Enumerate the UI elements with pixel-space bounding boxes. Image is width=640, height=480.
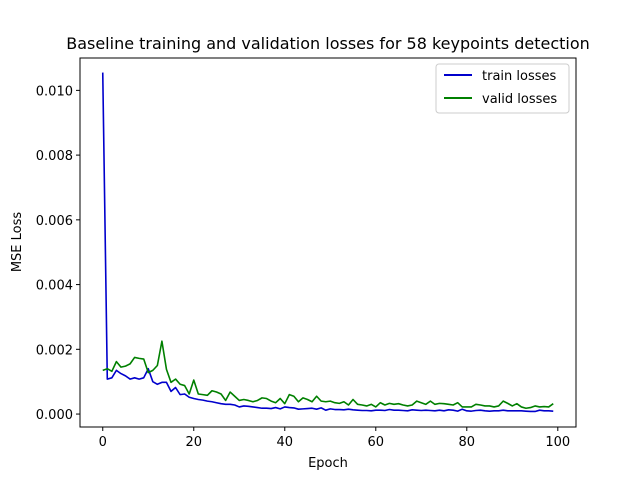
chart-title: Baseline training and validation losses …	[66, 34, 590, 53]
y-tick-label: 0.000	[36, 408, 73, 423]
x-axis-label: Epoch	[308, 456, 348, 471]
axes-frame	[79, 57, 577, 428]
x-tick-label: 20	[185, 435, 202, 450]
y-tick-label: 0.006	[36, 214, 73, 229]
y-axis: 0.000 0.002 0.004 0.006 0.008 0.010	[36, 84, 80, 423]
x-tick-label: 60	[368, 435, 385, 450]
series-line-valid	[102, 340, 554, 410]
x-tick-label: 80	[459, 435, 476, 450]
plot-area	[79, 57, 577, 428]
legend-label-train: train losses	[482, 69, 557, 84]
y-tick-label: 0.008	[36, 149, 73, 164]
series-layer	[101, 72, 554, 413]
x-axis: 0 20 40 60 80 100	[99, 427, 570, 450]
y-axis-label: MSE Loss	[10, 212, 25, 273]
x-tick-label: 0	[99, 435, 107, 450]
y-tick-label: 0.010	[36, 84, 73, 99]
x-tick-label: 40	[276, 435, 293, 450]
legend: train losses valid losses	[435, 63, 570, 114]
y-tick-label: 0.002	[36, 343, 73, 358]
legend-label-valid: valid losses	[482, 92, 557, 107]
y-tick-label: 0.004	[36, 279, 73, 294]
legend-box	[435, 63, 570, 114]
series-line-train	[101, 72, 554, 413]
x-tick-label: 100	[545, 435, 570, 450]
